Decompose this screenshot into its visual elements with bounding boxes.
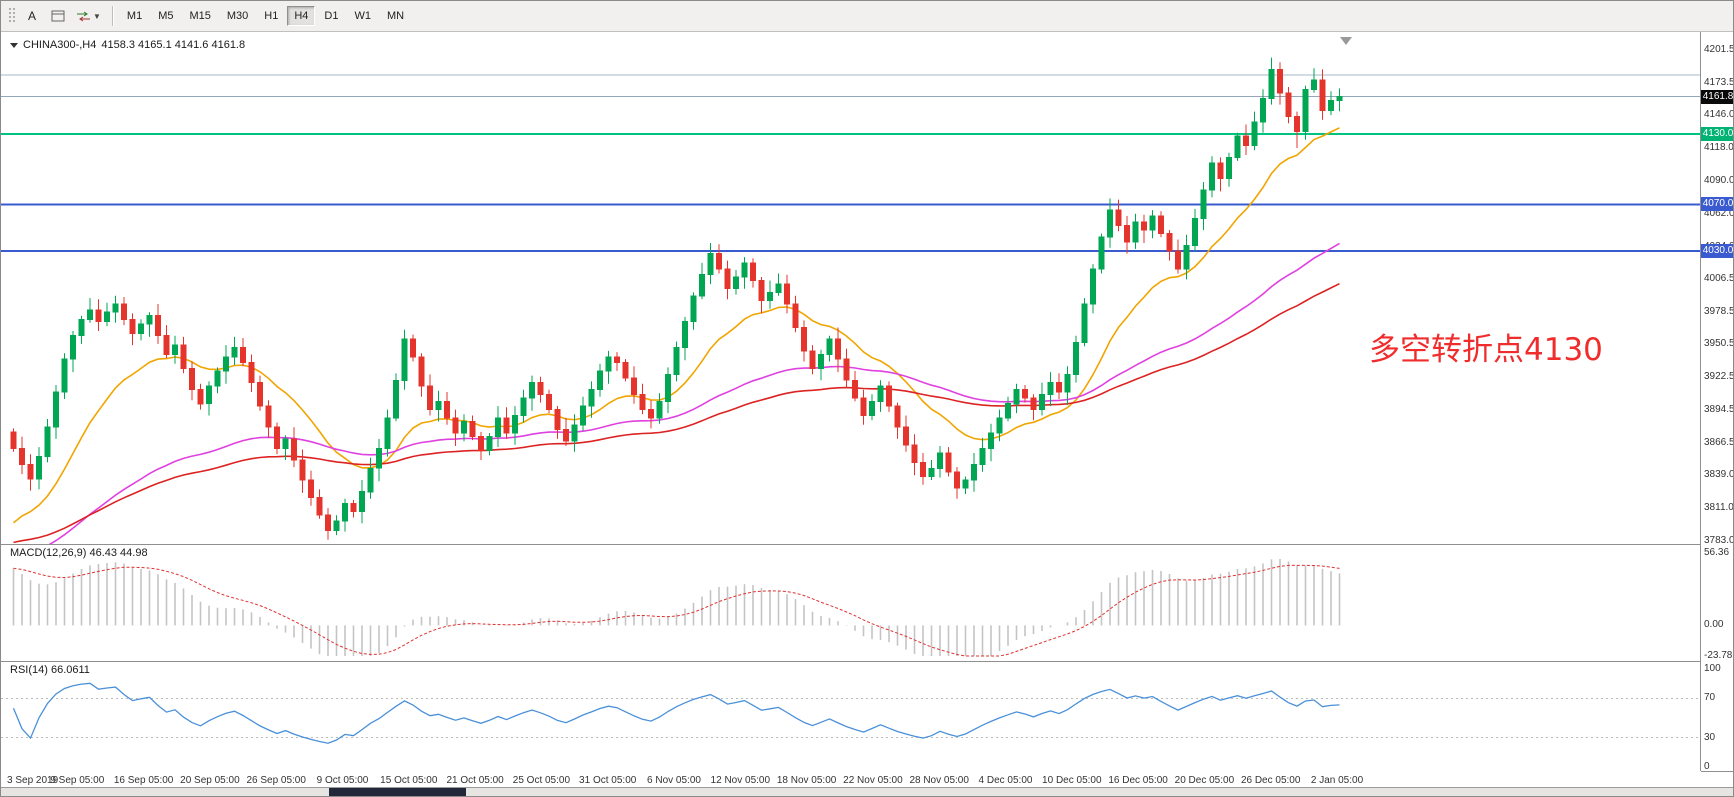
grip-dots-icon: [9, 8, 15, 22]
price-tick-label: 4006.5: [1704, 272, 1734, 284]
price-tick-label: 4118.0: [1704, 141, 1734, 153]
price-tick-label: 3950.5: [1704, 338, 1734, 350]
price-level-badge: 4161.8: [1701, 89, 1734, 104]
price-level-badge: 4130.0: [1701, 126, 1734, 141]
time-tick-label: 20 Dec 05:00: [1174, 775, 1235, 786]
rsi-indicator-label: RSI(14) 66.0611: [10, 664, 90, 676]
symbol-ohlc-label: CHINA300-,H4 4158.3 4165.1 4141.6 4161.8: [10, 39, 245, 51]
price-tick-label: 56.36: [1704, 547, 1730, 558]
timeframe-button-h4[interactable]: H4: [287, 6, 316, 26]
time-tick-label: 21 Oct 05:00: [446, 775, 504, 786]
price-tick-label: 3894.5: [1704, 404, 1734, 416]
chart-annotation-text: 多空转折点4130: [1369, 332, 1603, 368]
timeframe-button-d1[interactable]: D1: [317, 6, 345, 26]
price-tick-label: 70: [1704, 692, 1716, 704]
frame-icon: [51, 10, 65, 22]
price-tick-label: 3783.0: [1704, 535, 1734, 546]
price-tick-label: 0.00: [1704, 619, 1724, 631]
swap-arrows-icon: [77, 11, 90, 21]
price-level-badge: 4030.0: [1701, 244, 1734, 259]
toolbar: A ▼ M1 M5 M15 M30 H1 H4 D1 W1 MN: [1, 1, 1733, 32]
time-tick-label: 9 Oct 05:00: [316, 775, 369, 786]
symbol-dropdown-icon[interactable]: [10, 42, 18, 48]
price-tick-label: 3978.5: [1704, 305, 1734, 317]
pane-divider[interactable]: [1, 661, 1733, 662]
symbol-name: CHINA300-,H4: [23, 39, 97, 51]
timeframe-button-m5[interactable]: M5: [151, 6, 180, 26]
price-tick-label: 3922.5: [1704, 371, 1734, 383]
timeframe-cycle-button[interactable]: ▼: [72, 5, 105, 27]
ohlc-values: 4158.3 4165.1 4141.6 4161.8: [101, 39, 246, 51]
time-tick-label: 26 Sep 05:00: [246, 775, 306, 786]
timeframe-button-mn[interactable]: MN: [380, 6, 411, 26]
price-tick-label: 4090.0: [1704, 174, 1734, 186]
timeframe-button-h1[interactable]: H1: [257, 6, 285, 26]
time-tick-label: 28 Nov 05:00: [909, 775, 969, 786]
time-tick-label: 22 Nov 05:00: [843, 775, 903, 786]
timeframe-button-w1[interactable]: W1: [347, 6, 378, 26]
price-tick-label: 30: [1704, 731, 1716, 743]
timeframe-group: M1 M5 M15 M30 H1 H4 D1 W1 MN: [119, 6, 412, 26]
caret-down-icon: ▼: [93, 11, 101, 21]
time-tick-label: 3 Sep 2019: [7, 775, 59, 786]
price-tick-label: 3839.0: [1704, 469, 1734, 481]
price-tick-label: 4062.0: [1704, 207, 1734, 219]
chart-frame-tool-button[interactable]: [46, 5, 70, 27]
time-tick-label: 12 Nov 05:00: [710, 775, 771, 786]
time-scale[interactable]: 3 Sep 2019 9 Sep 05:00 16 Sep 05:00 20 Sep …: [1, 771, 1701, 791]
bottom-strip-dark-segment: [329, 788, 466, 796]
price-tick-label: 4201.5: [1704, 44, 1734, 55]
time-tick-label: 6 Nov 05:00: [647, 775, 701, 786]
timeframe-button-m30[interactable]: M30: [220, 6, 255, 26]
price-chart-canvas[interactable]: [1, 32, 1700, 544]
time-tick-label: 31 Oct 05:00: [579, 775, 637, 786]
time-tick-label: 18 Nov 05:00: [776, 775, 837, 786]
toolbar-grip-handle[interactable]: [5, 5, 19, 27]
price-scale-separator: [1700, 32, 1701, 771]
time-tick-label: 9 Sep 05:00: [50, 775, 105, 786]
time-tick-label: 16 Sep 05:00: [113, 775, 174, 786]
price-tick-label: 4146.0: [1704, 109, 1734, 121]
time-tick-label: 25 Oct 05:00: [512, 775, 571, 786]
time-tick-label: 2 Jan 05:00: [1310, 775, 1364, 786]
time-tick-label: 20 Sep 05:00: [180, 775, 240, 786]
pane-divider[interactable]: [1, 544, 1733, 545]
time-tick-label: 4 Dec 05:00: [978, 775, 1033, 786]
price-tick-label: 3866.5: [1704, 437, 1734, 449]
time-tick-label: 16 Dec 05:00: [1108, 775, 1168, 786]
text-annotation-tool-button[interactable]: A: [20, 5, 44, 27]
bottom-strip: [1, 787, 1733, 796]
macd-indicator-label: MACD(12,26,9) 46.43 44.98: [10, 547, 148, 559]
time-tick-label: 15 Oct 05:00: [380, 775, 438, 786]
price-scale[interactable]: 4201.54173.54146.04118.04090.04062.04034…: [1701, 32, 1734, 772]
timeframe-button-m15[interactable]: M15: [182, 6, 217, 26]
price-tick-label: 4173.5: [1704, 76, 1734, 88]
toolbar-separator: [111, 6, 113, 26]
macd-pane-canvas[interactable]: [1, 544, 1700, 661]
price-tick-label: 3811.0: [1704, 502, 1734, 514]
price-tick-label: 0: [1704, 761, 1710, 772]
price-tick-label: -23.78: [1704, 650, 1733, 661]
time-tick-label: 10 Dec 05:00: [1042, 775, 1102, 786]
price-level-badge: 4070.0: [1701, 197, 1734, 212]
price-tick-label: 100: [1704, 663, 1721, 674]
rsi-pane-canvas[interactable]: [1, 661, 1700, 771]
timeframe-button-m1[interactable]: M1: [120, 6, 149, 26]
chart-area: CHINA300-,H4 4158.3 4165.1 4141.6 4161.8…: [1, 32, 1733, 796]
time-tick-label: 26 Dec 05:00: [1240, 775, 1301, 786]
